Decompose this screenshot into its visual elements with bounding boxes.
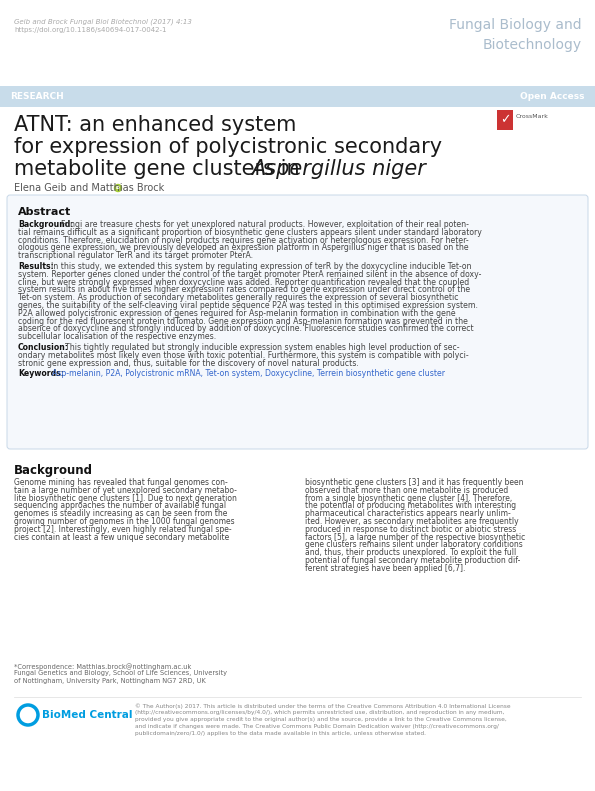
Text: In this study, we extended this system by regulating expression of terR by the d: In this study, we extended this system b…	[46, 262, 471, 271]
Text: P2A allowed polycistronic expression of genes required for Asp-melanin formation: P2A allowed polycistronic expression of …	[18, 308, 456, 318]
Text: CrossMark: CrossMark	[516, 114, 549, 119]
Text: RESEARCH: RESEARCH	[10, 92, 64, 101]
Text: ferent strategies have been applied [6,7].: ferent strategies have been applied [6,7…	[305, 564, 465, 573]
Text: Fungal Genetics and Biology, School of Life Sciences, University: Fungal Genetics and Biology, School of L…	[14, 671, 227, 676]
Text: stronic gene expression and, thus, suitable for the discovery of novel natural p: stronic gene expression and, thus, suita…	[18, 358, 359, 368]
Text: Genome mining has revealed that fungal genomes con-: Genome mining has revealed that fungal g…	[14, 478, 228, 487]
Text: system. Reporter genes cloned under the control of the target promoter PterA rem: system. Reporter genes cloned under the …	[18, 270, 481, 278]
Text: cline, but were strongly expressed when doxycycline was added. Reporter quantifi: cline, but were strongly expressed when …	[18, 278, 469, 286]
Bar	[0, 86, 595, 107]
Text: Asp-melanin, P2A, Polycistronic mRNA, Tet-on system, Doxycycline, Terrein biosyn: Asp-melanin, P2A, Polycistronic mRNA, Te…	[52, 369, 445, 378]
Text: ✓: ✓	[500, 113, 511, 127]
Text: https://doi.org/10.1186/s40694-017-0042-1: https://doi.org/10.1186/s40694-017-0042-…	[14, 27, 167, 33]
Text: tain a large number of yet unexplored secondary metabo-: tain a large number of yet unexplored se…	[14, 486, 237, 495]
Text: This tightly regulated but strongly inducible expression system enables high lev: This tightly regulated but strongly indu…	[60, 343, 459, 352]
Text: system results in about five times higher expression rates compared to gene expr: system results in about five times highe…	[18, 286, 470, 294]
Text: Abstract: Abstract	[18, 207, 71, 217]
Text: publicdomain/zero/1.0/) applies to the data made available in this article, unle: publicdomain/zero/1.0/) applies to the d…	[135, 731, 426, 736]
Text: BioMed Central: BioMed Central	[42, 710, 133, 720]
Text: from a single biosynthetic gene cluster [4]. Therefore,: from a single biosynthetic gene cluster …	[305, 494, 512, 502]
Text: cies contain at least a few unique secondary metabolite: cies contain at least a few unique secon…	[14, 532, 229, 542]
Text: Conclusion:: Conclusion:	[18, 343, 69, 352]
Text: Fungal Biology and
Biotechnology: Fungal Biology and Biotechnology	[449, 18, 582, 51]
Text: produced in response to distinct biotic or abiotic stress: produced in response to distinct biotic …	[305, 524, 516, 534]
Text: (http://creativecommons.org/licenses/by/4.0/), which permits unrestricted use, d: (http://creativecommons.org/licenses/by/…	[135, 710, 505, 715]
Text: metabolite gene clusters in: metabolite gene clusters in	[14, 159, 306, 179]
Text: growing number of genomes in the 1000 fungal genomes: growing number of genomes in the 1000 fu…	[14, 517, 234, 526]
Text: gene clusters remains silent under laboratory conditions: gene clusters remains silent under labor…	[305, 540, 523, 550]
Text: subcellular localisation of the respective enzymes.: subcellular localisation of the respecti…	[18, 332, 216, 341]
Text: ondary metabolites most likely even those with toxic potential. Furthermore, thi: ondary metabolites most likely even thos…	[18, 350, 469, 360]
Text: Background:: Background:	[18, 220, 73, 229]
Text: *Correspondence: Matthias.brock@nottingham.ac.uk: *Correspondence: Matthias.brock@nottingh…	[14, 663, 191, 670]
Text: ologous gene expression, we previously developed an expression platform in Asper: ologous gene expression, we previously d…	[18, 244, 469, 252]
Text: sequencing approaches the number of available fungal: sequencing approaches the number of avai…	[14, 501, 226, 510]
Text: absence of doxycycline and strongly induced by addition of doxycycline. Fluoresc: absence of doxycycline and strongly indu…	[18, 324, 474, 333]
Text: transcriptional regulator TerR and its target promoter PterA.: transcriptional regulator TerR and its t…	[18, 252, 253, 260]
Text: tial remains difficult as a significant proportion of biosynthetic gene clusters: tial remains difficult as a significant …	[18, 228, 482, 237]
Text: biosynthetic gene clusters [3] and it has frequently been: biosynthetic gene clusters [3] and it ha…	[305, 478, 524, 487]
Text: Results:: Results:	[18, 262, 54, 271]
Text: Background: Background	[14, 464, 93, 477]
Text: ited. However, as secondary metabolites are frequently: ited. However, as secondary metabolites …	[305, 517, 519, 526]
Text: potential of fungal secondary metabolite production dif-: potential of fungal secondary metabolite…	[305, 556, 521, 565]
Text: conditions. Therefore, elucidation of novel products requires gene activation or: conditions. Therefore, elucidation of no…	[18, 236, 469, 244]
Text: Open Access: Open Access	[521, 92, 585, 101]
Text: ATNT: an enhanced system: ATNT: an enhanced system	[14, 115, 296, 135]
FancyBboxPatch shape	[497, 110, 513, 130]
Text: the potential of producing metabolites with interesting: the potential of producing metabolites w…	[305, 501, 516, 510]
Text: © The Author(s) 2017. This article is distributed under the terms of the Creativ: © The Author(s) 2017. This article is di…	[135, 703, 511, 709]
Text: Aspergillus niger: Aspergillus niger	[251, 159, 426, 179]
Text: project [2]. Interestingly, even highly related fungal spe-: project [2]. Interestingly, even highly …	[14, 524, 231, 534]
Text: genomes is steadily increasing as can be seen from the: genomes is steadily increasing as can be…	[14, 509, 227, 518]
FancyBboxPatch shape	[7, 195, 588, 449]
Text: lite biosynthetic gene clusters [1]. Due to next generation: lite biosynthetic gene clusters [1]. Due…	[14, 494, 237, 502]
Text: pharmaceutical characteristics appears nearly unlim-: pharmaceutical characteristics appears n…	[305, 509, 511, 518]
Text: provided you give appropriate credit to the original author(s) and the source, p: provided you give appropriate credit to …	[135, 717, 507, 722]
Text: Geib and Brock Fungal Biol Biotechnol (2017) 4:13: Geib and Brock Fungal Biol Biotechnol (2…	[14, 18, 192, 25]
Text: genes, the suitability of the self-cleaving viral peptide sequence P2A was teste: genes, the suitability of the self-cleav…	[18, 301, 478, 310]
Text: Keywords:: Keywords:	[18, 369, 64, 378]
Text: Elena Geib and Matthias Brock: Elena Geib and Matthias Brock	[14, 183, 164, 193]
Circle shape	[114, 184, 121, 191]
Text: factors [5], a large number of the respective biosynthetic: factors [5], a large number of the respe…	[305, 532, 525, 542]
Text: observed that more than one metabolite is produced: observed that more than one metabolite i…	[305, 486, 508, 495]
Text: Tet-on system. As production of secondary metabolites generally requires the exp: Tet-on system. As production of secondar…	[18, 293, 459, 302]
Text: and, thus, their products unexplored. To exploit the full: and, thus, their products unexplored. To…	[305, 548, 516, 557]
Text: and indicate if changes were made. The Creative Commons Public Domain Dedication: and indicate if changes were made. The C…	[135, 724, 499, 729]
Text: iD: iD	[115, 186, 120, 190]
Text: for expression of polycistronic secondary: for expression of polycistronic secondar…	[14, 137, 442, 157]
Text: coding for the red fluorescent protein tdTomato. Gene expression and Asp-melanin: coding for the red fluorescent protein t…	[18, 316, 468, 326]
Text: Fungi are treasure chests for yet unexplored natural products. However, exploita: Fungi are treasure chests for yet unexpl…	[56, 220, 469, 229]
Text: of Nottingham, University Park, Nottingham NG7 2RD, UK: of Nottingham, University Park, Nottingh…	[14, 678, 206, 684]
